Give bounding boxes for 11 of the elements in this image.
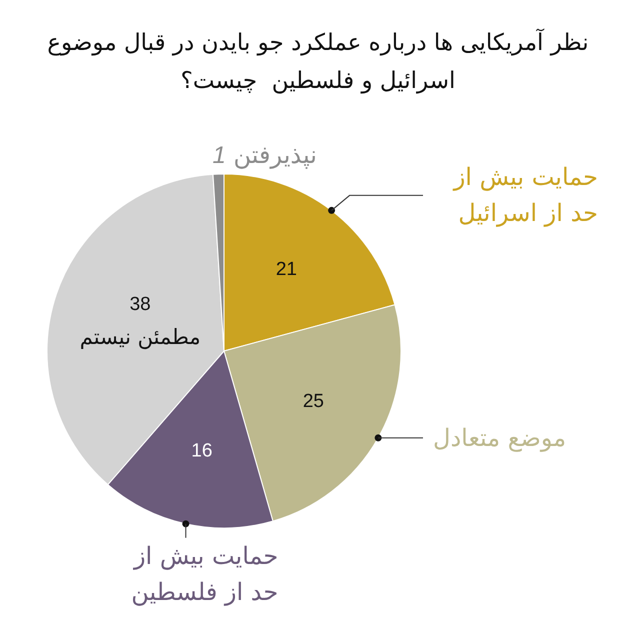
slice-label: حمایت بیش از حد از اسرائیل [452, 162, 598, 230]
slice-label: مطمئن نیستم [80, 324, 201, 351]
slice-label: حمایت بیش از حد از فلسطین [130, 540, 278, 608]
chart-title: نظر آمریکایی ها درباره عملکرد جو بایدن در قبال موضوع اسرائیل و فلسطین چیست؟ [46, 28, 590, 96]
data-label: 38 [130, 294, 151, 316]
data-label: 21 [276, 258, 297, 280]
data-label: 16 [191, 440, 212, 462]
slice-label: موضع متعادل [433, 422, 566, 454]
data-label: 1 [212, 142, 226, 169]
data-label: 25 [302, 390, 324, 412]
slice-label: نپذیرفتن [233, 141, 317, 169]
